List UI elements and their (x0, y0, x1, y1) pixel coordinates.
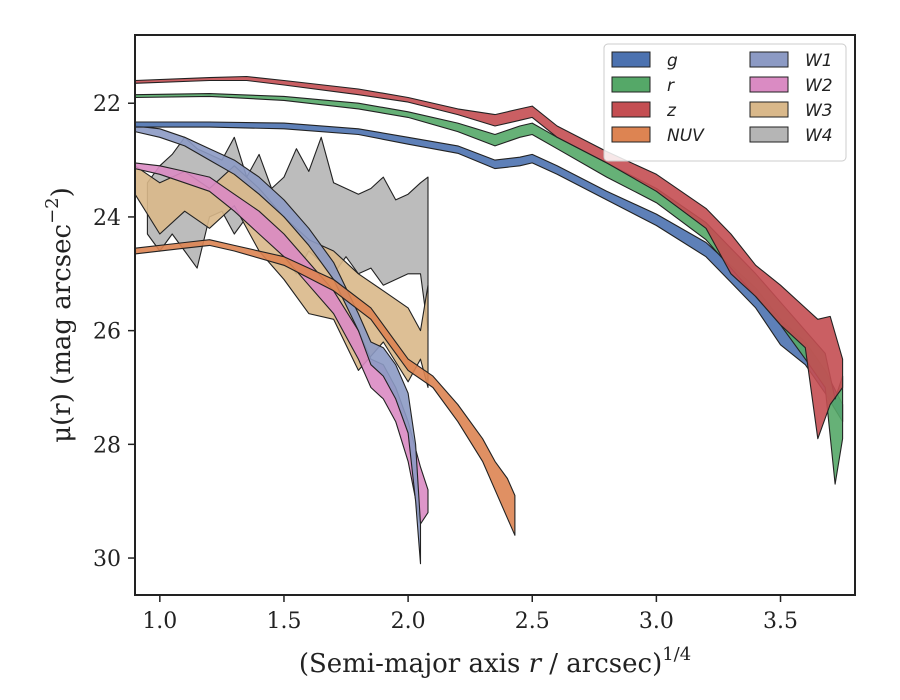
x-axis-label-var: r (529, 649, 543, 679)
band-w1 (134, 125, 422, 565)
y-axis-label-exponent: −2 (42, 197, 63, 224)
x-tick-label: 3.5 (763, 609, 798, 634)
legend-label-w3: W3 (805, 101, 833, 121)
legend-swatch-z (611, 101, 651, 118)
band-w2 (134, 162, 429, 525)
legend-swatch-nuv (611, 126, 651, 143)
y-axis-ticks: 22 24 26 28 30 (93, 92, 135, 572)
legend-label-w4: W4 (805, 126, 833, 146)
legend-label-g: g (667, 51, 678, 71)
legend-swatch-w1 (749, 51, 789, 68)
y-axis-label: μ(r) (mag arcsec−2) (42, 187, 77, 443)
band-r (134, 93, 844, 485)
x-tick-label: 3.0 (639, 609, 674, 634)
y-axis-label-close: ) (47, 187, 77, 197)
y-tick-label: 30 (93, 547, 121, 572)
series-bands (134, 75, 844, 565)
legend-label-r: r (667, 76, 675, 96)
legend: grz NUV W1 W2 W3 W4 (603, 43, 847, 162)
legend-swatch-w2 (749, 76, 789, 93)
legend-swatch-w4 (749, 126, 789, 143)
x-tick-label: 2.0 (391, 609, 426, 634)
x-tick-label: 2.5 (515, 609, 550, 634)
x-axis-label: (Semi-major axis r / arcsec)1/4 (299, 644, 691, 679)
y-tick-label: 22 (93, 92, 121, 117)
legend-swatch-w3 (749, 101, 789, 118)
band-nuv (134, 239, 516, 536)
y-tick-label: 26 (93, 320, 121, 345)
y-axis-label-main: μ(r) (mag arcsec (47, 224, 77, 443)
legend-label-w1: W1 (805, 51, 833, 71)
x-tick-label: 1.0 (142, 609, 177, 634)
legend-label-z: z (666, 101, 677, 121)
x-tick-label: 1.5 (266, 609, 301, 634)
band-z (134, 75, 844, 440)
x-axis-label-tail: / arcsec) (541, 649, 662, 679)
x-axis-label-exponent: 1/4 (662, 644, 691, 665)
x-axis-ticks: 1.0 1.5 2.0 2.5 3.0 3.5 (142, 595, 798, 634)
plot-frame (134, 34, 856, 596)
x-axis-label-main: (Semi-major axis (299, 649, 529, 679)
y-tick-label: 24 (93, 206, 121, 231)
legend-swatch-r (611, 76, 651, 93)
legend-label-nuv: NUV (667, 126, 705, 146)
legend-label-w2: W2 (805, 76, 833, 96)
y-tick-label: 28 (93, 433, 121, 458)
legend-swatch-g (611, 51, 651, 68)
